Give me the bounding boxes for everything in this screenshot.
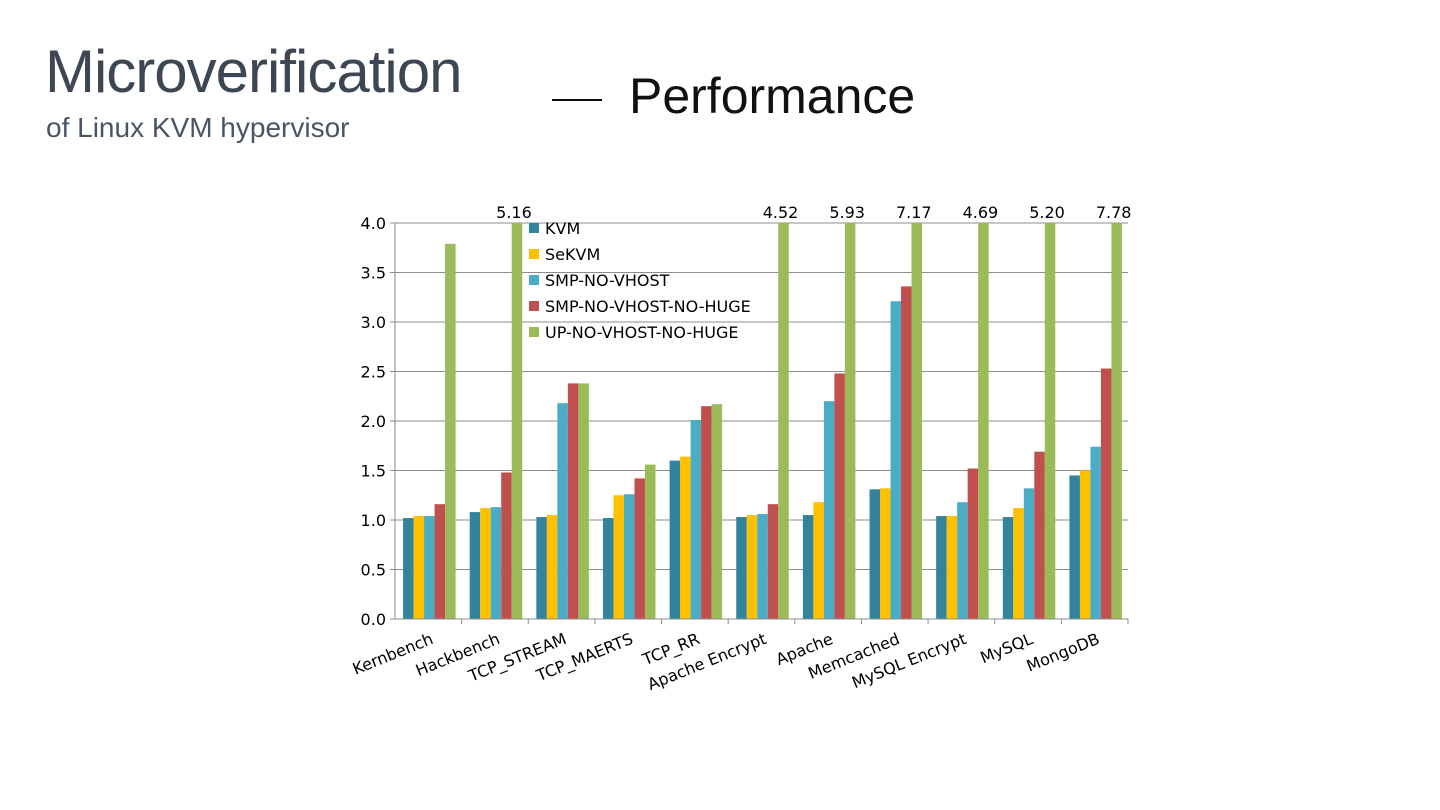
bar-smp-no-vhost-apache (823, 401, 835, 619)
bar-kvm-tcp_rr (669, 460, 681, 619)
y-tick-label: 4.0 (361, 214, 386, 233)
bar-smp-no-vhost-tcp_maerts (623, 494, 635, 619)
bar-smp-no-vhost-apache-encrypt (757, 514, 768, 619)
bar-marks (403, 223, 1122, 619)
bar-smp-no-vhost-tcp_stream (557, 403, 568, 619)
bar-kvm-apache (802, 515, 814, 619)
bar-kvm-kernbench (403, 518, 414, 619)
brand-title: Microverification (45, 38, 462, 105)
bar-smp-no-vhost-no-huge-tcp_maerts (634, 478, 645, 619)
bar-smp-no-vhost-kernbench (424, 516, 435, 619)
overflow-value-label: 4.69 (963, 203, 999, 222)
y-tick-label: 1.5 (361, 462, 386, 481)
title-dash (552, 99, 602, 101)
legend-label: UP-NO-VHOST-NO-HUGE (545, 323, 738, 342)
bar-smp-no-vhost-no-huge-memcached (901, 286, 912, 619)
bar-sekvm-tcp_rr (680, 456, 691, 619)
bar-sekvm-apache (813, 502, 824, 619)
bar-kvm-tcp_stream (536, 517, 547, 619)
bar-kvm-mongodb (1069, 475, 1080, 619)
bar-smp-no-vhost-no-huge-kernbench (434, 504, 446, 619)
bar-up-no-vhost-no-huge-tcp_stream (578, 383, 589, 619)
bar-kvm-tcp_maerts (602, 518, 614, 619)
bar-smp-no-vhost-mysql (1023, 488, 1035, 619)
bar-sekvm-apache-encrypt (746, 515, 758, 619)
bar-smp-no-vhost-memcached (890, 301, 902, 619)
bar-sekvm-mongodb (1079, 470, 1091, 619)
bar-kvm-apache-encrypt (736, 517, 747, 619)
bar-up-no-vhost-no-huge-mysql-encrypt (978, 223, 989, 619)
performance-bar-chart: 0.00.51.01.52.02.53.03.54.0KernbenchHack… (350, 203, 1132, 694)
overflow-value-label: 5.93 (829, 203, 865, 222)
bar-sekvm-memcached (880, 488, 891, 619)
bar-smp-no-vhost-no-huge-apache (834, 373, 845, 619)
bar-kvm-mysql-encrypt (936, 516, 947, 619)
axis-labels: 0.00.51.01.52.02.53.03.54.0KernbenchHack… (350, 203, 1132, 694)
legend-swatch (529, 301, 539, 311)
bar-smp-no-vhost-mongodb (1090, 446, 1101, 619)
legend-label: SMP-NO-VHOST (545, 271, 670, 290)
bar-sekvm-tcp_stream (546, 515, 558, 619)
bar-smp-no-vhost-no-huge-tcp_stream (567, 383, 579, 619)
y-tick-label: 3.5 (361, 264, 386, 283)
bar-up-no-vhost-no-huge-tcp_maerts (644, 464, 656, 619)
bar-smp-no-vhost-no-huge-apache-encrypt (767, 504, 779, 619)
legend-label: SeKVM (545, 245, 600, 264)
legend-label: SMP-NO-VHOST-NO-HUGE (545, 297, 751, 316)
bar-smp-no-vhost-no-huge-mysql (1034, 451, 1045, 619)
bar-kvm-hackbench (469, 512, 481, 619)
y-tick-label: 2.0 (361, 412, 386, 431)
y-tick-label: 0.0 (361, 610, 386, 629)
bar-sekvm-tcp_maerts (613, 495, 624, 619)
bar-smp-no-vhost-hackbench (490, 507, 502, 619)
bar-up-no-vhost-no-huge-mysql (1044, 223, 1056, 619)
axes (390, 222, 1129, 624)
y-tick-label: 2.5 (361, 363, 386, 382)
bar-smp-no-vhost-no-huge-hackbench (501, 472, 512, 619)
overflow-value-label: 5.20 (1029, 203, 1065, 222)
bar-smp-no-vhost-mysql-encrypt (957, 502, 968, 619)
bar-sekvm-kernbench (413, 516, 425, 619)
bar-up-no-vhost-no-huge-hackbench (511, 223, 523, 619)
overflow-value-label: 5.16 (496, 203, 532, 222)
legend-swatch (529, 275, 539, 285)
bar-kvm-memcached (869, 489, 881, 619)
bar-sekvm-hackbench (480, 508, 491, 619)
overflow-value-label: 7.78 (1096, 203, 1132, 222)
bar-up-no-vhost-no-huge-apache-encrypt (778, 223, 789, 619)
legend-label: KVM (545, 219, 580, 238)
bar-sekvm-mysql (1013, 508, 1024, 619)
bar-smp-no-vhost-no-huge-mysql-encrypt (967, 468, 979, 619)
overflow-value-label: 7.17 (896, 203, 932, 222)
bar-up-no-vhost-no-huge-memcached (911, 223, 923, 619)
bar-smp-no-vhost-tcp_rr (690, 420, 702, 619)
bar-smp-no-vhost-no-huge-mongodb (1100, 368, 1112, 619)
section-title: Performance (629, 68, 916, 124)
y-tick-label: 0.5 (361, 561, 386, 580)
bar-up-no-vhost-no-huge-tcp_rr (711, 404, 723, 619)
y-tick-label: 1.0 (361, 511, 386, 530)
legend: KVM SeKVM SMP-NO-VHOST SMP-NO-VHOST-NO-HUGE… (529, 219, 751, 342)
overflow-value-label: 4.52 (763, 203, 799, 222)
bar-up-no-vhost-no-huge-apache (844, 223, 856, 619)
y-tick-label: 3.0 (361, 313, 386, 332)
legend-swatch (529, 327, 539, 337)
legend-swatch (529, 223, 539, 233)
bar-up-no-vhost-no-huge-mongodb (1111, 223, 1122, 619)
legend-swatch (529, 249, 539, 259)
brand-subtitle: of Linux KVM hypervisor (46, 112, 350, 143)
bar-smp-no-vhost-no-huge-tcp_rr (701, 406, 712, 619)
category-label: MongoDB (1024, 629, 1102, 675)
bar-kvm-mysql (1002, 517, 1014, 619)
bar-sekvm-mysql-encrypt (946, 516, 958, 619)
bar-up-no-vhost-no-huge-kernbench (445, 243, 456, 619)
